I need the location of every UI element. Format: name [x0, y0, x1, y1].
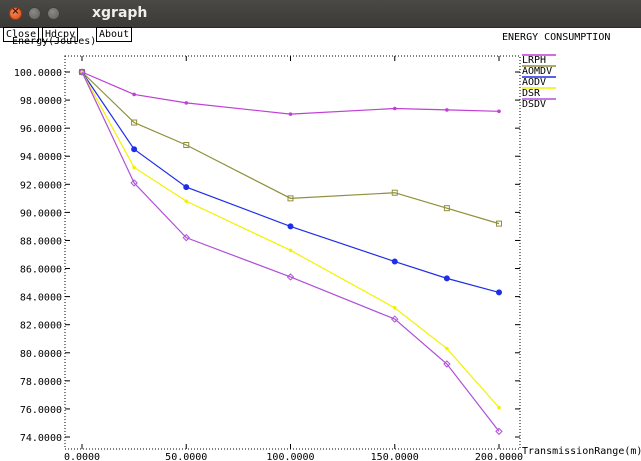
y-tick-label: 92.0000 [20, 180, 62, 191]
y-tick-label: 88.0000 [20, 236, 62, 247]
legend-item-aodv: AODV [522, 77, 546, 88]
window-minimize-icon[interactable] [28, 7, 41, 20]
y-tick-label: 100.0000 [14, 68, 62, 79]
point [183, 142, 190, 148]
point [445, 346, 449, 351]
hdcpy-button[interactable]: Hdcpy [42, 27, 79, 42]
series-line-dsdv [81, 71, 500, 432]
series-line-aodv [81, 71, 500, 293]
x-tick-label: 50.0000 [165, 452, 207, 461]
y-tick-label: 78.0000 [20, 377, 62, 388]
point [443, 205, 450, 212]
y-tick-label: 74.0000 [20, 433, 62, 444]
chart-title: ENERGY CONSUMPTION [502, 32, 610, 43]
point [496, 289, 502, 296]
point [288, 112, 293, 116]
point [392, 306, 397, 310]
y-tick-label: 96.0000 [20, 124, 62, 135]
y-tick-label: 76.0000 [20, 405, 62, 416]
legend-item-dsdv: DSDV [522, 99, 546, 110]
point [131, 119, 138, 126]
series-line-dsr [81, 71, 500, 408]
plot-frame [64, 55, 521, 450]
point [287, 195, 294, 202]
point [445, 108, 449, 112]
y-tick-label: 90.0000 [20, 208, 62, 219]
y-tick-label: 94.0000 [20, 152, 62, 163]
point [130, 179, 138, 187]
y-tick-label: 82.0000 [20, 321, 62, 332]
window-maximize-icon[interactable] [47, 7, 60, 20]
close-button[interactable]: Close [3, 27, 40, 42]
x-tick-label: 0.0000 [64, 452, 100, 461]
point [182, 233, 190, 242]
point [443, 360, 451, 368]
point [287, 223, 294, 230]
legend-item-dsr: DSR [522, 88, 541, 99]
title-bar: × xgraph [0, 0, 641, 28]
y-tick-label: 98.0000 [20, 96, 62, 107]
point [497, 109, 501, 114]
point [78, 68, 86, 76]
point [443, 275, 450, 282]
point [391, 189, 398, 196]
y-axis-label: Energy(Joules) [12, 36, 96, 47]
point [183, 184, 190, 191]
x-tick-label: 100.0000 [266, 452, 314, 461]
point [495, 427, 503, 436]
y-tick-label: 80.0000 [20, 349, 62, 360]
x-axis-label: TransmissionRange(m) [522, 446, 641, 457]
point [286, 273, 295, 281]
point [288, 248, 293, 253]
legend-item-aomdv: AOMDV [522, 66, 552, 77]
about-button[interactable]: About [96, 27, 133, 42]
point [496, 220, 502, 227]
y-tick-label: 84.0000 [20, 293, 62, 304]
window-title: xgraph [92, 5, 148, 21]
point [497, 405, 501, 410]
point [131, 146, 138, 153]
point [184, 199, 189, 203]
x-tick-label: 150.0000 [371, 452, 419, 461]
window-close-icon[interactable]: × [9, 6, 22, 20]
point [132, 165, 136, 170]
point [391, 258, 398, 265]
point [184, 101, 189, 105]
series-line-lrph [81, 71, 500, 115]
point [391, 315, 399, 323]
point [392, 106, 397, 111]
y-tick-label: 86.0000 [20, 265, 62, 276]
x-tick-label: 200.0000 [475, 452, 523, 461]
series-line-aomdv [81, 71, 500, 225]
point [132, 92, 136, 97]
legend-item-lrph: LRPH [522, 55, 546, 66]
